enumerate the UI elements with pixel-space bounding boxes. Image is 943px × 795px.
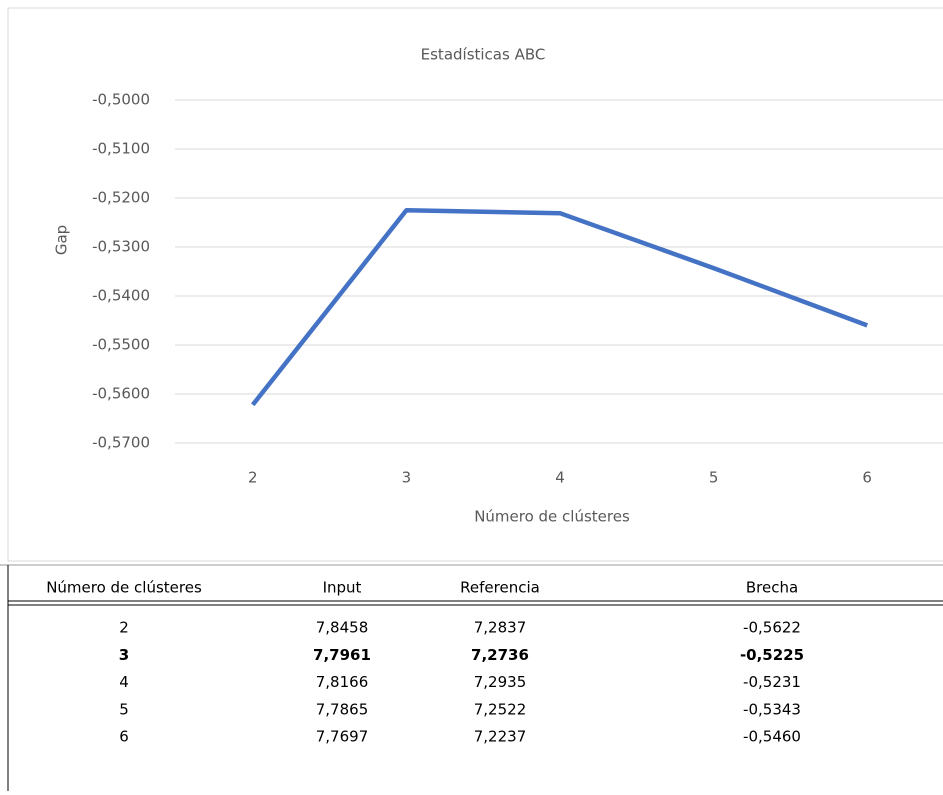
table-cell: 5 (119, 700, 129, 718)
table-cell: -0,5460 (743, 728, 801, 746)
table-cell: 7,2237 (474, 728, 527, 746)
table-cell: 7,2935 (474, 673, 527, 691)
table-cell: 7,8458 (316, 619, 369, 637)
table-header: Referencia (460, 579, 540, 597)
y-tick-label: -0,5500 (92, 336, 150, 354)
y-axis-label: Gap (53, 225, 71, 255)
table-cell: 7,8166 (316, 673, 369, 691)
x-tick-label: 4 (555, 469, 565, 487)
table-cell: -0,5231 (743, 673, 801, 691)
table-cell: 3 (119, 646, 129, 664)
table-header: Brecha (746, 579, 798, 597)
x-tick-label: 2 (248, 469, 258, 487)
y-tick-label: -0,5100 (92, 140, 150, 158)
x-tick-label: 6 (862, 469, 872, 487)
table-cell: 2 (119, 619, 129, 637)
table-cell: 7,7697 (316, 728, 369, 746)
x-tick-label: 3 (402, 469, 412, 487)
table-cell: 7,2736 (471, 646, 529, 664)
y-tick-label: -0,5000 (92, 91, 150, 109)
table-cell: -0,5225 (740, 646, 804, 664)
table-cell: 6 (119, 728, 129, 746)
y-tick-label: -0,5400 (92, 287, 150, 305)
x-tick-label: 5 (709, 469, 719, 487)
x-axis-label: Número de clústeres (474, 508, 630, 526)
data-line (251, 208, 868, 407)
table-cell: -0,5622 (743, 619, 801, 637)
table-header: Número de clústeres (46, 579, 202, 597)
y-tick-label: -0,5200 (92, 189, 150, 207)
table-cell: 7,2522 (474, 700, 527, 718)
y-tick-label: -0,5300 (92, 238, 150, 256)
table-cell: 7,2837 (474, 619, 527, 637)
table: Número de clústeres Input Referencia Brecha… (46, 579, 804, 746)
y-tick-label: -0,5700 (92, 434, 150, 452)
table-cell: 4 (119, 673, 129, 691)
table-cell: 7,7865 (316, 700, 369, 718)
table-cell: 7,7961 (313, 646, 371, 664)
table-header: Input (323, 579, 362, 597)
table-cell: -0,5343 (743, 700, 801, 718)
y-tick-label: -0,5600 (92, 385, 150, 403)
chart-title: Estadísticas ABC (421, 46, 546, 64)
